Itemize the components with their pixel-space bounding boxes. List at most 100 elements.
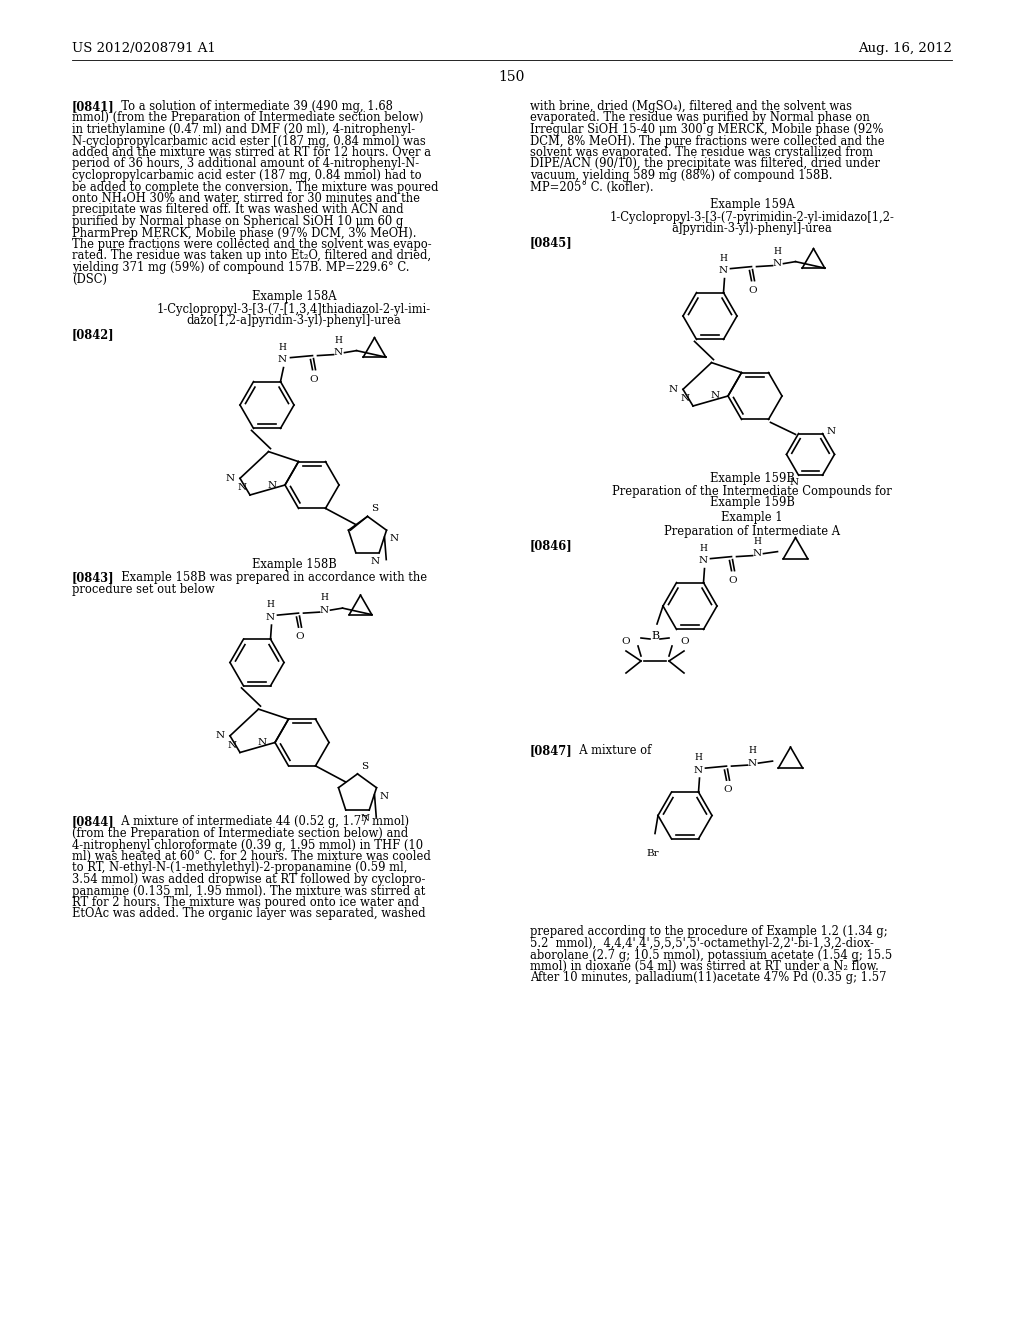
Text: with brine, dried (MgSO₄), filtered and the solvent was: with brine, dried (MgSO₄), filtered and … <box>530 100 852 114</box>
Text: yielding 371 mg (59%) of compound 157B. MP=229.6° C.: yielding 371 mg (59%) of compound 157B. … <box>72 261 410 275</box>
Text: N: N <box>699 556 708 565</box>
Text: N: N <box>711 392 720 400</box>
Text: Example 1: Example 1 <box>721 511 782 524</box>
Text: 150: 150 <box>499 70 525 84</box>
Text: O: O <box>295 632 304 642</box>
Text: [0842]: [0842] <box>72 329 115 342</box>
Text: (DSC): (DSC) <box>72 272 106 285</box>
Text: [0845]: [0845] <box>530 236 572 249</box>
Text: period of 36 hours, 3 additional amount of 4-nitrophenyl-N-: period of 36 hours, 3 additional amount … <box>72 157 419 170</box>
Text: solvent was evaporated. The residue was crystallized from: solvent was evaporated. The residue was … <box>530 147 873 158</box>
Text: O: O <box>680 636 688 645</box>
Text: cyclopropylcarbamic acid ester (187 mg, 0.84 mmol) had to: cyclopropylcarbamic acid ester (187 mg, … <box>72 169 422 182</box>
Text: H: H <box>754 537 762 545</box>
Text: N: N <box>694 766 703 775</box>
Text: Irregular SiOH 15-40 μm 300 g MERCK, Mobile phase (92%: Irregular SiOH 15-40 μm 300 g MERCK, Mob… <box>530 123 884 136</box>
Text: 3.54 mmol) was added dropwise at RT followed by cyclopro-: 3.54 mmol) was added dropwise at RT foll… <box>72 873 425 886</box>
Text: N: N <box>389 535 398 544</box>
Text: added and the mixture was stirred at RT for 12 hours. Over a: added and the mixture was stirred at RT … <box>72 147 431 158</box>
Text: After 10 minutes, palladium(11)acetate 47% Pd (0.35 g; 1.57: After 10 minutes, palladium(11)acetate 4… <box>530 972 887 985</box>
Text: N: N <box>790 478 799 487</box>
Text: PharmPrep MERCK, Mobile phase (97% DCM, 3% MeOH).: PharmPrep MERCK, Mobile phase (97% DCM, … <box>72 227 417 239</box>
Text: N: N <box>258 738 267 747</box>
Text: N: N <box>360 814 370 824</box>
Text: Example 159A: Example 159A <box>710 198 795 211</box>
Text: H: H <box>321 593 329 602</box>
Text: H: H <box>335 335 342 345</box>
Text: N-cyclopropylcarbamic acid ester [(187 mg, 0.84 mmol) was: N-cyclopropylcarbamic acid ester [(187 m… <box>72 135 426 148</box>
Text: N: N <box>719 267 728 275</box>
Text: N: N <box>216 731 225 741</box>
Text: [0843]: [0843] <box>72 572 115 585</box>
Text: (from the Preparation of Intermediate section below) and: (from the Preparation of Intermediate se… <box>72 828 409 840</box>
Text: N: N <box>773 259 782 268</box>
Text: N: N <box>681 393 690 403</box>
Text: [0844]: [0844] <box>72 816 115 829</box>
Text: mmol) in dioxane (54 ml) was stirred at RT under a N₂ flow.: mmol) in dioxane (54 ml) was stirred at … <box>530 960 879 973</box>
Text: N: N <box>268 480 278 490</box>
Text: O: O <box>309 375 317 384</box>
Text: N: N <box>319 606 329 615</box>
Text: N: N <box>753 549 762 558</box>
Text: procedure set out below: procedure set out below <box>72 583 215 597</box>
Text: Br: Br <box>647 849 659 858</box>
Text: US 2012/0208791 A1: US 2012/0208791 A1 <box>72 42 216 55</box>
Text: Example 158A: Example 158A <box>252 290 336 304</box>
Text: The pure fractions were collected and the solvent was evapo-: The pure fractions were collected and th… <box>72 238 432 251</box>
Text: onto NH₄OH 30% and water, stirred for 30 minutes and the: onto NH₄OH 30% and water, stirred for 30… <box>72 191 420 205</box>
Text: Example 158B: Example 158B <box>252 558 336 572</box>
Text: B: B <box>651 631 659 642</box>
Text: N: N <box>226 474 234 483</box>
Text: [0841]: [0841] <box>72 100 115 114</box>
Text: Example 159B: Example 159B <box>710 473 795 484</box>
Text: DCM, 8% MeOH). The pure fractions were collected and the: DCM, 8% MeOH). The pure fractions were c… <box>530 135 885 148</box>
Text: H: H <box>279 343 287 351</box>
Text: N: N <box>266 612 275 622</box>
Text: vacuum, yielding 589 mg (88%) of compound 158B.: vacuum, yielding 589 mg (88%) of compoun… <box>530 169 833 182</box>
Text: H: H <box>720 253 727 263</box>
Text: N: N <box>380 792 389 801</box>
Text: dazo[1,2-a]pyridin-3-yl)-phenyl]-urea: dazo[1,2-a]pyridin-3-yl)-phenyl]-urea <box>186 314 401 327</box>
Text: evaporated. The residue was purified by Normal phase on: evaporated. The residue was purified by … <box>530 111 869 124</box>
Text: N: N <box>370 557 379 565</box>
Text: 1-Cyclopropyl-3-[3-(7-[1,3,4]thiadiazol-2-yl-imi-: 1-Cyclopropyl-3-[3-(7-[1,3,4]thiadiazol-… <box>157 302 431 315</box>
Text: Aug. 16, 2012: Aug. 16, 2012 <box>858 42 952 55</box>
Text: prepared according to the procedure of Example 1.2 (1.34 g;: prepared according to the procedure of E… <box>530 925 888 939</box>
Text: EtOAc was added. The organic layer was separated, washed: EtOAc was added. The organic layer was s… <box>72 908 426 920</box>
Text: 4-nitrophenyl chloroformate (0.39 g, 1.95 mmol) in THF (10: 4-nitrophenyl chloroformate (0.39 g, 1.9… <box>72 838 423 851</box>
Text: be added to complete the conversion. The mixture was poured: be added to complete the conversion. The… <box>72 181 438 194</box>
Text: S: S <box>361 762 369 771</box>
Text: To a solution of intermediate 39 (490 mg, 1.68: To a solution of intermediate 39 (490 mg… <box>114 100 393 114</box>
Text: [0846]: [0846] <box>530 540 572 553</box>
Text: A mixture of: A mixture of <box>572 744 651 756</box>
Text: O: O <box>749 285 757 294</box>
Text: RT for 2 hours. The mixture was poured onto ice water and: RT for 2 hours. The mixture was poured o… <box>72 896 419 909</box>
Text: N: N <box>334 348 343 358</box>
Text: a]pyridin-3-yl)-phenyl]-urea: a]pyridin-3-yl)-phenyl]-urea <box>672 222 833 235</box>
Text: rated. The residue was taken up into Et₂O, filtered and dried,: rated. The residue was taken up into Et₂… <box>72 249 431 263</box>
Text: O: O <box>728 576 737 585</box>
Text: MP=205° C. (kofler).: MP=205° C. (kofler). <box>530 181 653 194</box>
Text: N: N <box>228 741 237 750</box>
Text: A mixture of intermediate 44 (0.52 g, 1.77 mmol): A mixture of intermediate 44 (0.52 g, 1.… <box>114 816 410 829</box>
Text: mmol) (from the Preparation of Intermediate section below): mmol) (from the Preparation of Intermedi… <box>72 111 424 124</box>
Text: aborolane (2.7 g; 10.5 mmol), potassium acetate (1.54 g; 15.5: aborolane (2.7 g; 10.5 mmol), potassium … <box>530 949 892 961</box>
Text: purified by Normal phase on Spherical SiOH 10 μm 60 g: purified by Normal phase on Spherical Si… <box>72 215 403 228</box>
Text: N: N <box>748 759 757 768</box>
Text: to RT, N-ethyl-N-(1-methylethyl)-2-propanamine (0.59 ml,: to RT, N-ethyl-N-(1-methylethyl)-2-propa… <box>72 862 408 874</box>
Text: precipitate was filtered off. It was washed with ACN and: precipitate was filtered off. It was was… <box>72 203 403 216</box>
Text: Preparation of the Intermediate Compounds for: Preparation of the Intermediate Compound… <box>612 484 892 498</box>
Text: panamine (0.135 ml, 1.95 mmol). The mixture was stirred at: panamine (0.135 ml, 1.95 mmol). The mixt… <box>72 884 425 898</box>
Text: ml) was heated at 60° C. for 2 hours. The mixture was cooled: ml) was heated at 60° C. for 2 hours. Th… <box>72 850 431 863</box>
Text: N: N <box>278 355 287 364</box>
Text: Example 158B was prepared in accordance with the: Example 158B was prepared in accordance … <box>114 572 427 585</box>
Text: S: S <box>372 504 379 513</box>
Text: N: N <box>669 385 678 393</box>
Text: H: H <box>773 247 781 256</box>
Text: 5.2  mmol),  4,4,4',4',5,5,5',5'-octamethyl-2,2'-bi-1,3,2-diox-: 5.2 mmol), 4,4,4',4',5,5,5',5'-octamethy… <box>530 937 873 950</box>
Text: H: H <box>694 754 702 762</box>
Text: O: O <box>622 636 630 645</box>
Text: in triethylamine (0.47 ml) and DMF (20 ml), 4-nitrophenyl-: in triethylamine (0.47 ml) and DMF (20 m… <box>72 123 415 136</box>
Text: N: N <box>238 483 247 492</box>
Text: H: H <box>266 601 274 609</box>
